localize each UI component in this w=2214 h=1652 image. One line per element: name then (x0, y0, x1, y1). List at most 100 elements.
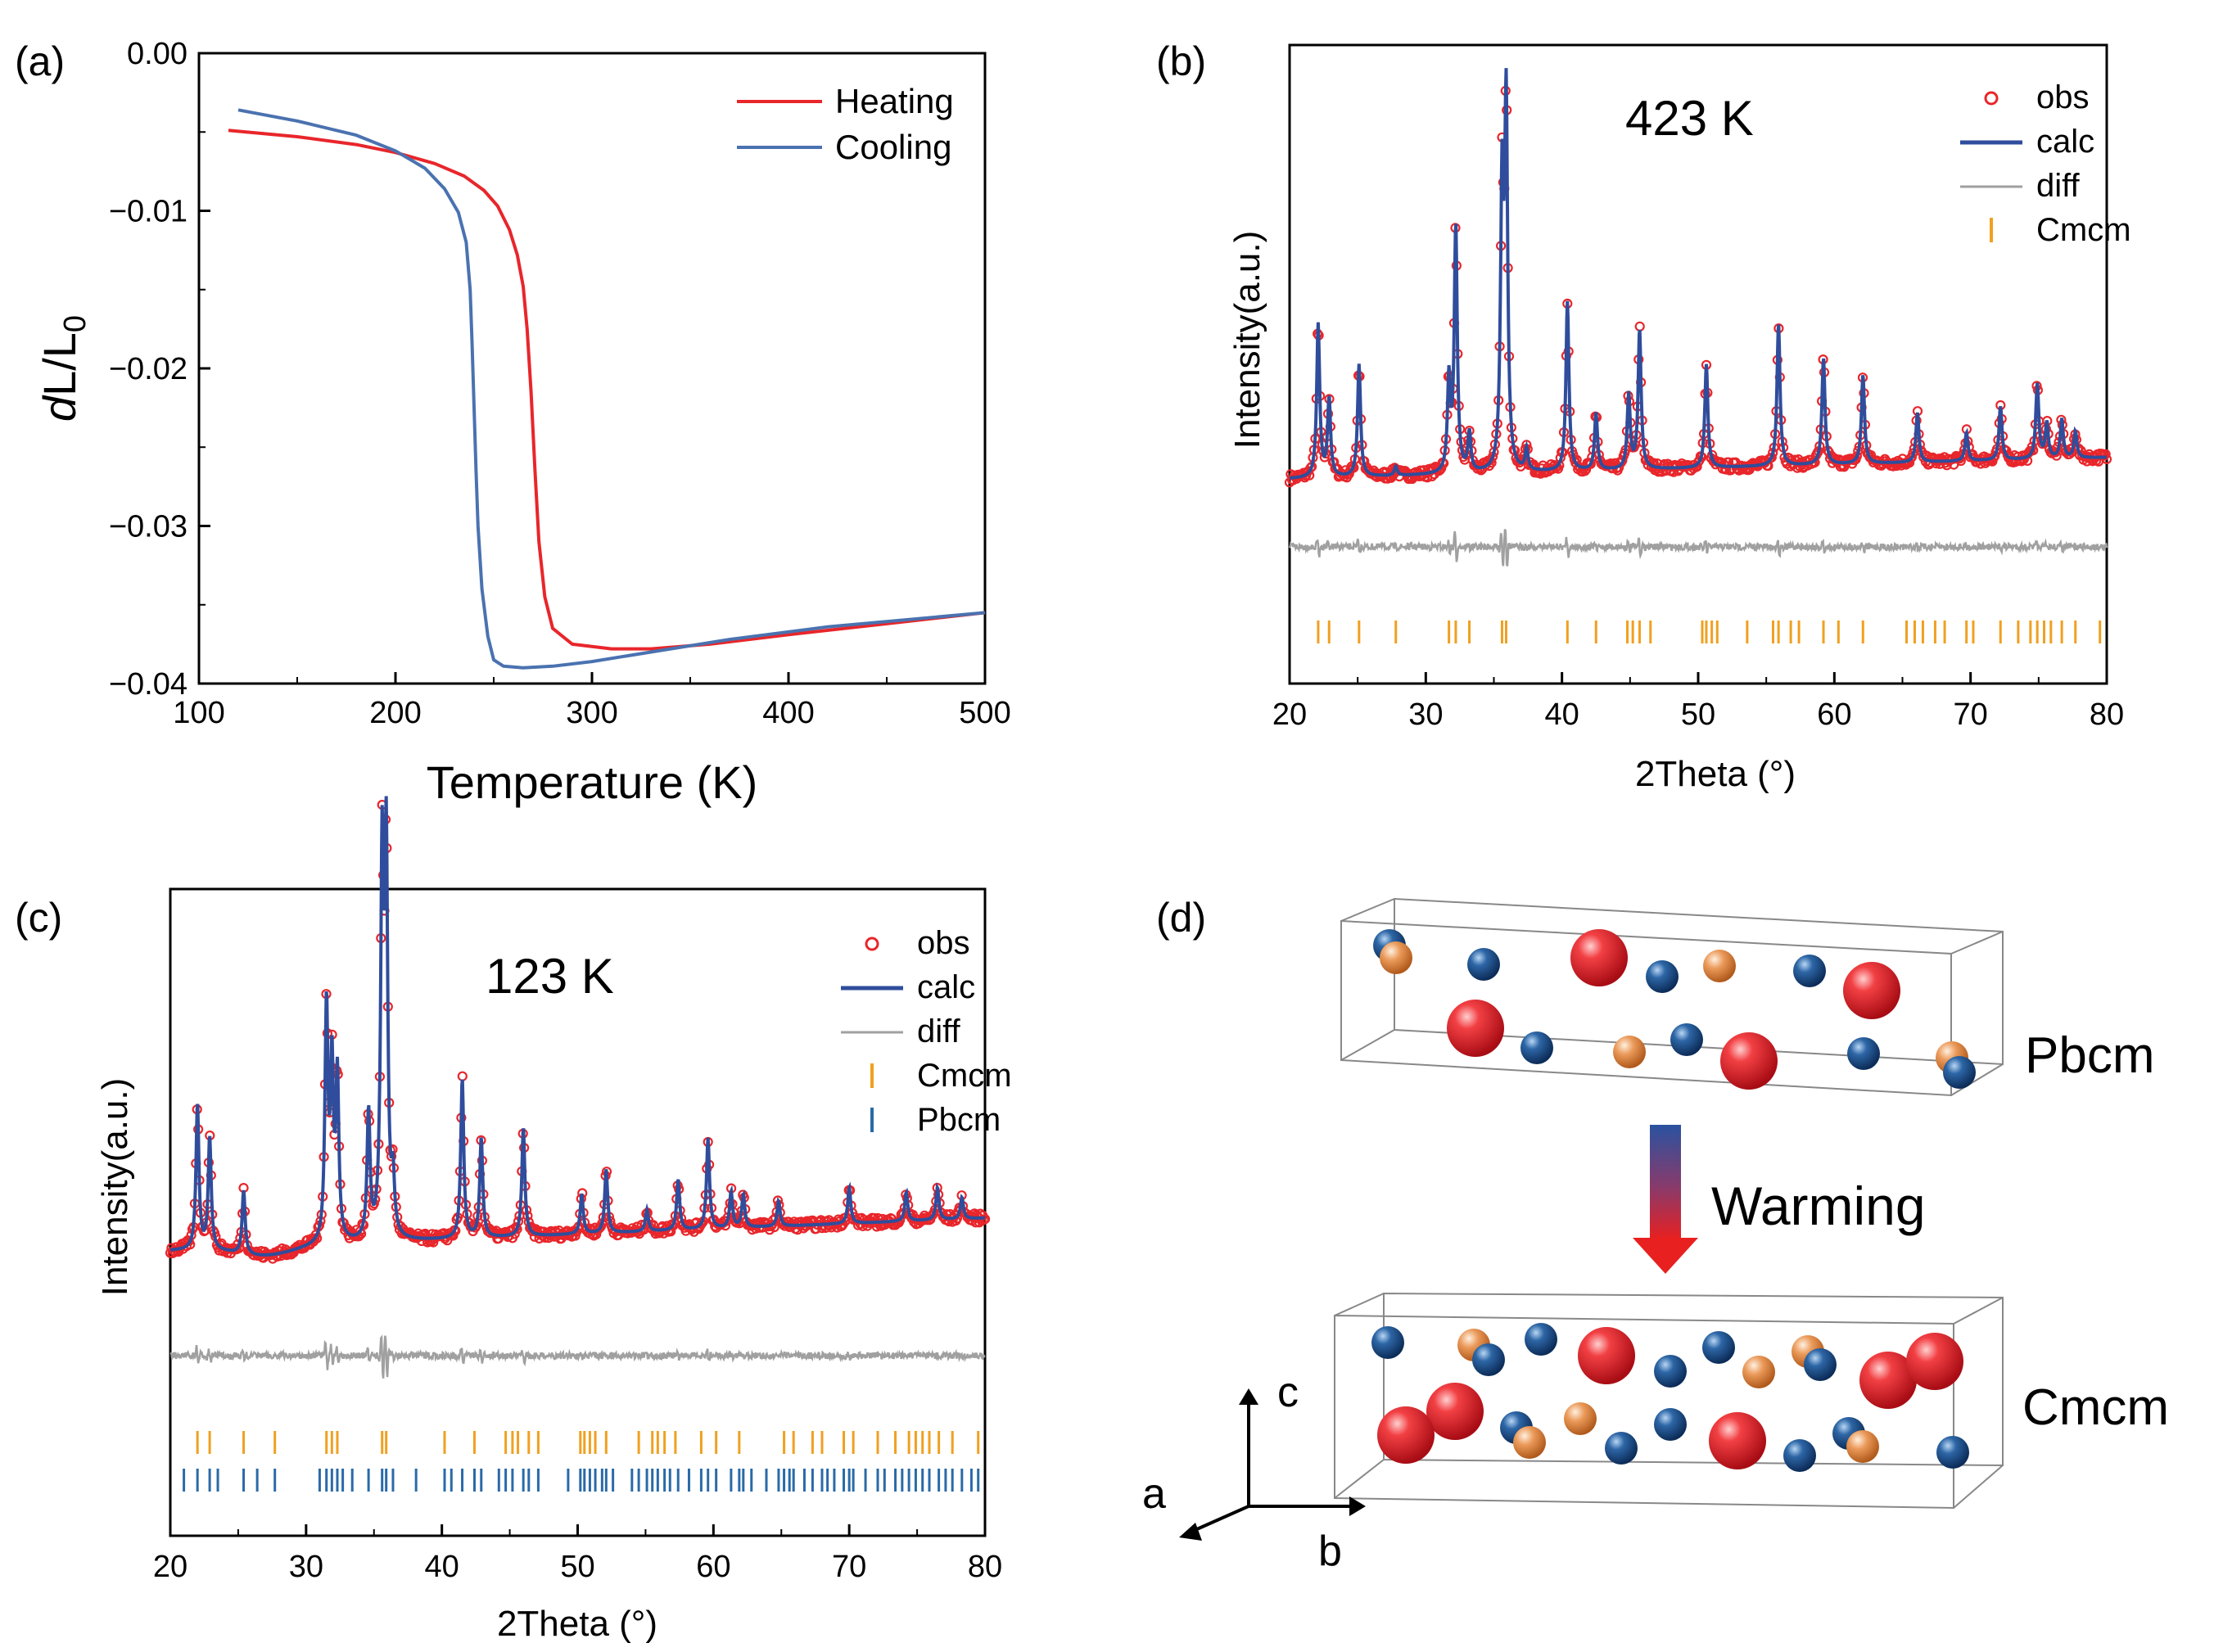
x-tick-label: 400 (762, 696, 814, 730)
atom-blue (1783, 1439, 1816, 1472)
legend-obs-label: obs (917, 925, 970, 961)
panel-b-ylabel: Intensity(a.u.) (1227, 231, 1267, 449)
atom-blue (1702, 1331, 1735, 1364)
atom-blue (1936, 1436, 1969, 1469)
x-tick-label: 70 (832, 1550, 866, 1584)
atom-blue (1371, 1326, 1404, 1359)
warming-arrow (1633, 1125, 1698, 1274)
atom-blue (1605, 1432, 1638, 1465)
x-tick-label: 30 (1408, 697, 1443, 732)
obs-point (457, 1071, 468, 1081)
legend-obs-swatch (1984, 91, 1999, 106)
x-tick-label: 200 (369, 696, 421, 730)
crystal-axes (1179, 1388, 1366, 1541)
atom-orange (1513, 1426, 1546, 1459)
panel-b-temperature: 423 K (1625, 91, 1754, 146)
obs-point (1634, 321, 1645, 332)
cmcm-atoms (1371, 1323, 1969, 1472)
pbcm-edge (1340, 1029, 1395, 1061)
atom-red (1709, 1412, 1766, 1469)
x-tick-label: 300 (566, 696, 617, 730)
atom-blue (1670, 1023, 1703, 1056)
legend-diff-label: diff (917, 1013, 961, 1049)
atom-blue (1654, 1355, 1687, 1388)
axis-a-label: a (1142, 1470, 1166, 1518)
cmcm-label: Cmcm (2022, 1379, 2169, 1436)
ylabel-main: L/L (34, 332, 85, 396)
panel-c-plot (165, 796, 991, 1492)
x-tick-label: 80 (968, 1550, 1002, 1584)
panel-c-temperature: 123 K (486, 949, 614, 1004)
atom-blue (1467, 948, 1500, 981)
warming-arrow-head (1633, 1238, 1698, 1274)
legend-obs-swatch (865, 937, 879, 951)
series-heating (228, 129, 986, 651)
cmcm-edge (1953, 1297, 2004, 1325)
x-tick-label: 30 (289, 1550, 323, 1584)
warming-arrow-shaft (1650, 1125, 1681, 1239)
series-cooling (237, 108, 986, 670)
x-tick-label: 20 (1272, 697, 1307, 732)
legend-obs-label: obs (2036, 79, 2090, 115)
cmcm-edge (1334, 1293, 1385, 1316)
atom-blue (1654, 1408, 1687, 1441)
diff-curve (1288, 529, 2108, 566)
pbcm-edge (1340, 898, 1395, 922)
cmcm-edge (1334, 1459, 1385, 1499)
pbcm-edge (1950, 1063, 2004, 1096)
atom-blue (1520, 1031, 1553, 1064)
atom-orange (1703, 950, 1736, 982)
atom-red (1906, 1333, 1963, 1390)
axis-c-label: c (1277, 1369, 1299, 1416)
panel-d-letter: (d) (1156, 895, 1206, 941)
atom-red (1843, 962, 1900, 1019)
atom-orange (1846, 1430, 1879, 1463)
atom-blue (1804, 1348, 1837, 1381)
panel-c-ylabel: Intensity(a.u.) (95, 1078, 135, 1297)
calc-curve (1289, 68, 2107, 480)
y-tick-label: −0.04 (109, 667, 188, 702)
atom-orange (1613, 1036, 1646, 1068)
axis-c-arrowhead (1239, 1388, 1258, 1405)
panel-a-ticks: 100 200 300 400 500 0.00 −0.01 −0.02 −0.03 −0.04 (109, 37, 1011, 730)
panel-d: (d) Pbcm (1142, 895, 2169, 1575)
atom-red (1578, 1327, 1635, 1384)
panel-a: (a) 100 200 300 400 500 0.00 −0.01 −0.02 −0.03 −0… (15, 37, 1011, 808)
legend-diff-label: diff (2036, 168, 2081, 204)
y-tick-label: −0.01 (109, 195, 188, 229)
atom-red (1426, 1383, 1484, 1440)
axis-b-arrowhead (1349, 1496, 1366, 1516)
pbcm-atoms (1373, 929, 1976, 1090)
panel-b-xlabel: 2Theta (°) (1635, 754, 1796, 794)
axis-a-arrowhead (1179, 1523, 1202, 1541)
atom-red (1447, 1000, 1504, 1057)
obs-point (2101, 454, 2112, 465)
panel-c-ticks: 20 30 40 50 60 70 80 (153, 1524, 1002, 1584)
atom-red (1570, 929, 1628, 986)
y-tick-label: −0.03 (109, 510, 188, 544)
panel-c-letter: (c) (15, 895, 62, 941)
legend-cooling-label: Cooling (835, 128, 951, 166)
atom-red (1859, 1352, 1917, 1409)
warming-label: Warming (1711, 1176, 1926, 1236)
y-tick-label: 0.00 (127, 37, 188, 71)
legend-calc-label: calc (917, 969, 975, 1005)
x-tick-label: 60 (1817, 697, 1851, 732)
x-tick-label: 500 (959, 696, 1010, 730)
x-tick-label: 60 (696, 1550, 730, 1584)
panel-b-legend: obs calc diff Cmcm (1960, 79, 2131, 248)
atom-blue (1793, 955, 1826, 987)
diff-curve (169, 1334, 986, 1379)
calc-curve (169, 796, 985, 1257)
panel-a-legend: Heating Cooling (737, 82, 954, 166)
y-tick-label: −0.02 (109, 352, 188, 386)
legend-calc-label: calc (2036, 124, 2094, 160)
pbcm-edge (1950, 931, 2004, 955)
obs-points (1284, 85, 2112, 488)
panel-a-ylabel: dL/L0 (34, 315, 93, 422)
atom-blue (1943, 1056, 1976, 1089)
panel-c-xlabel: 2Theta (°) (497, 1604, 657, 1644)
pbcm-structure (1340, 897, 2004, 1097)
legend-heating-label: Heating (835, 82, 954, 120)
panel-b: (b) 20 30 40 50 60 70 80 423 K obs calc diff Cmcm… (1156, 38, 2131, 794)
